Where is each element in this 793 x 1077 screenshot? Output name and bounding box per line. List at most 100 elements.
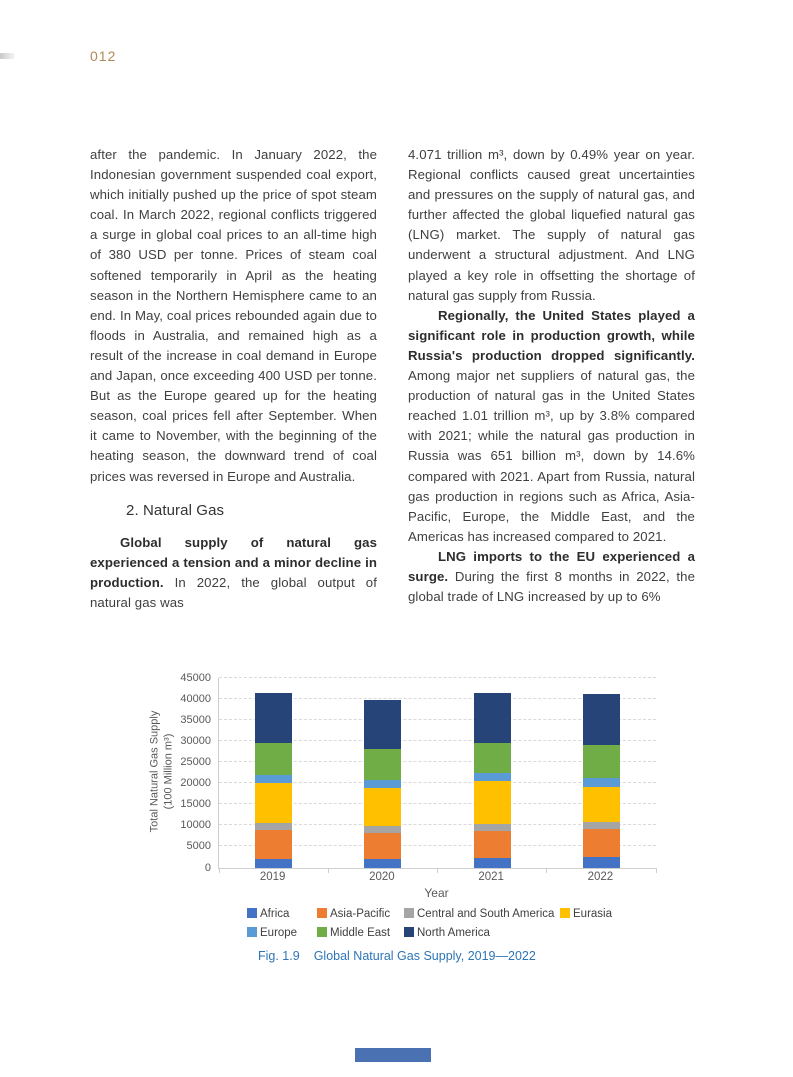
legend-label: Europe: [260, 927, 298, 939]
x-axis-tick-label: 2019: [259, 871, 286, 883]
bar-segment-europe: [582, 777, 620, 787]
y-axis-tick-label: 10000: [180, 819, 211, 832]
paragraph-coal-prices: after the pandemic. In January 2022, the…: [90, 147, 377, 484]
y-axis: 0 5000 10000 15000 20000 25000 30000 35000 40000…: [145, 672, 211, 874]
left-text-column: after the pandemic. In January 2022, the…: [90, 145, 377, 613]
footer-decoration-bar: [355, 1048, 431, 1062]
legend-label: Asia-Pacific: [330, 908, 391, 920]
bar-segment-eurasia: [255, 783, 293, 824]
bar-segment-central-and-south-america: [473, 824, 511, 832]
chart-legend: Africa Asia-Pacific Central and South Amer…: [247, 904, 665, 942]
right-text-column: 4.071 trillion m³, down by 0.49% year on…: [408, 145, 695, 607]
y-axis-tick-label: 20000: [180, 777, 211, 790]
bar-segment-eurasia: [473, 780, 511, 825]
legend-swatch-north-america: [404, 927, 414, 937]
bar-segment-asia-pacific: [364, 832, 402, 860]
paragraph-continuation: During the first 8 months in 2022, the g…: [408, 568, 695, 605]
gridline: [219, 739, 656, 741]
legend-item-africa: Africa: [247, 904, 317, 922]
paragraph-continuation: In 2022, the global output of natural ga…: [90, 574, 377, 610]
x-axis-tick: [546, 867, 548, 873]
bar-segment-europe: [255, 774, 293, 784]
bar-segment-central-and-south-america: [582, 821, 620, 829]
page-number: 012: [90, 48, 117, 64]
bar-segment-europe: [364, 779, 402, 788]
gridline: [219, 803, 656, 805]
y-axis-tick-label: 0: [204, 861, 211, 874]
y-axis-tick-label: 40000: [180, 692, 211, 705]
bar-2021: [473, 678, 511, 868]
gridline: [219, 782, 656, 784]
paragraph-gas-supply: Global supply of natural gas experienced…: [90, 533, 377, 613]
stacked-bar-plot-area: [218, 676, 657, 873]
paragraph-continuation: Among major net suppliers of natural gas…: [408, 368, 695, 544]
figure-label: Fig. 1.9: [258, 949, 300, 963]
y-axis-tick-label: 35000: [180, 713, 211, 726]
legend-row: Africa Asia-Pacific Central and South Amer…: [247, 904, 665, 923]
paragraph-lng-imports: LNG imports to the EU experienced a surg…: [408, 547, 695, 607]
x-axis-tick-label: 2021: [478, 871, 504, 883]
legend-swatch-eurasia: [560, 908, 570, 918]
gridline: [219, 845, 656, 847]
bar-2020: [364, 678, 402, 868]
legend-label: North America: [417, 927, 490, 939]
lead-sentence: Global supply of natural gas experienced…: [90, 534, 377, 590]
bar-segment-central-and-south-america: [364, 826, 402, 833]
lead-sentence: Regionally, the United States played a s…: [408, 307, 695, 363]
legend-row: Europe Middle East North America: [247, 923, 665, 942]
bar-segment-africa: [364, 859, 402, 868]
x-axis-title: Year: [424, 886, 449, 900]
bar-segment-north-america: [364, 699, 402, 750]
bar-segment-africa: [473, 857, 511, 868]
bar-2022: [582, 678, 620, 868]
x-axis-tick: [437, 867, 438, 873]
legend-swatch-europe: [247, 927, 257, 937]
figure-caption: Fig. 1.9 Global Natural Gas Supply, 2019—…: [258, 949, 536, 963]
bar-segment-europe: [473, 773, 511, 781]
legend-swatch-africa: [247, 908, 257, 918]
bar-segment-central-and-south-america: [255, 823, 293, 831]
bar-segment-africa: [255, 858, 293, 868]
gridline: [219, 824, 656, 826]
bar-segment-africa: [582, 856, 620, 868]
bar-segment-north-america: [582, 693, 620, 746]
gridline: [219, 697, 656, 699]
bar-segment-middle-east: [255, 743, 293, 775]
x-axis-tick: [655, 867, 657, 873]
y-axis-tick-label: 25000: [180, 755, 211, 768]
paragraph-gas-output: 4.071 trillion m³, down by 0.49% year on…: [408, 147, 695, 303]
bar-segment-middle-east: [582, 745, 620, 778]
y-axis-tick-label: 15000: [180, 798, 211, 811]
gridline: [219, 676, 656, 678]
figure-1-9: Total Natural Gas Supply (100 Million m³…: [145, 668, 665, 973]
lead-sentence: LNG imports to the EU experienced a surg…: [408, 548, 695, 584]
y-axis-tick-label: 5000: [186, 840, 211, 853]
bar-segment-middle-east: [364, 749, 402, 780]
bar-segment-asia-pacific: [473, 831, 511, 858]
x-axis-tick: [327, 867, 329, 873]
bar-segment-north-america: [255, 692, 293, 744]
x-axis-tick: [218, 867, 220, 873]
legend-label: Africa: [260, 908, 290, 920]
x-axis-tick-label: 2022: [587, 871, 614, 883]
bar-segment-eurasia: [582, 786, 620, 822]
legend-label: Middle East: [330, 927, 391, 939]
x-axis-tick-label: 2020: [369, 871, 395, 883]
legend-label: Central and South America: [417, 908, 555, 920]
bar-segment-eurasia: [364, 787, 402, 827]
legend-item-europe: Europe: [247, 923, 317, 941]
legend-swatch-asia-pacific: [317, 908, 327, 918]
legend-item-eurasia: Eurasia: [560, 904, 640, 922]
legend-item-north-america: North America: [404, 923, 560, 941]
bar-segment-north-america: [473, 692, 511, 743]
legend-item-asia-pacific: Asia-Pacific: [317, 904, 404, 922]
paragraph-regional-production: Regionally, the United States played a s…: [408, 306, 695, 547]
section-heading-natural-gas: 2. Natural Gas: [126, 501, 225, 519]
page-edge-mark: [0, 53, 15, 59]
bar-segment-asia-pacific: [255, 830, 293, 859]
figure-caption-text: Global Natural Gas Supply, 2019—2022: [313, 949, 536, 963]
legend-label: Eurasia: [573, 908, 612, 920]
legend-item-central-and-south-america: Central and South America: [404, 904, 560, 922]
legend-swatch-middle-east: [317, 927, 327, 937]
legend-item-middle-east: Middle East: [317, 923, 404, 941]
